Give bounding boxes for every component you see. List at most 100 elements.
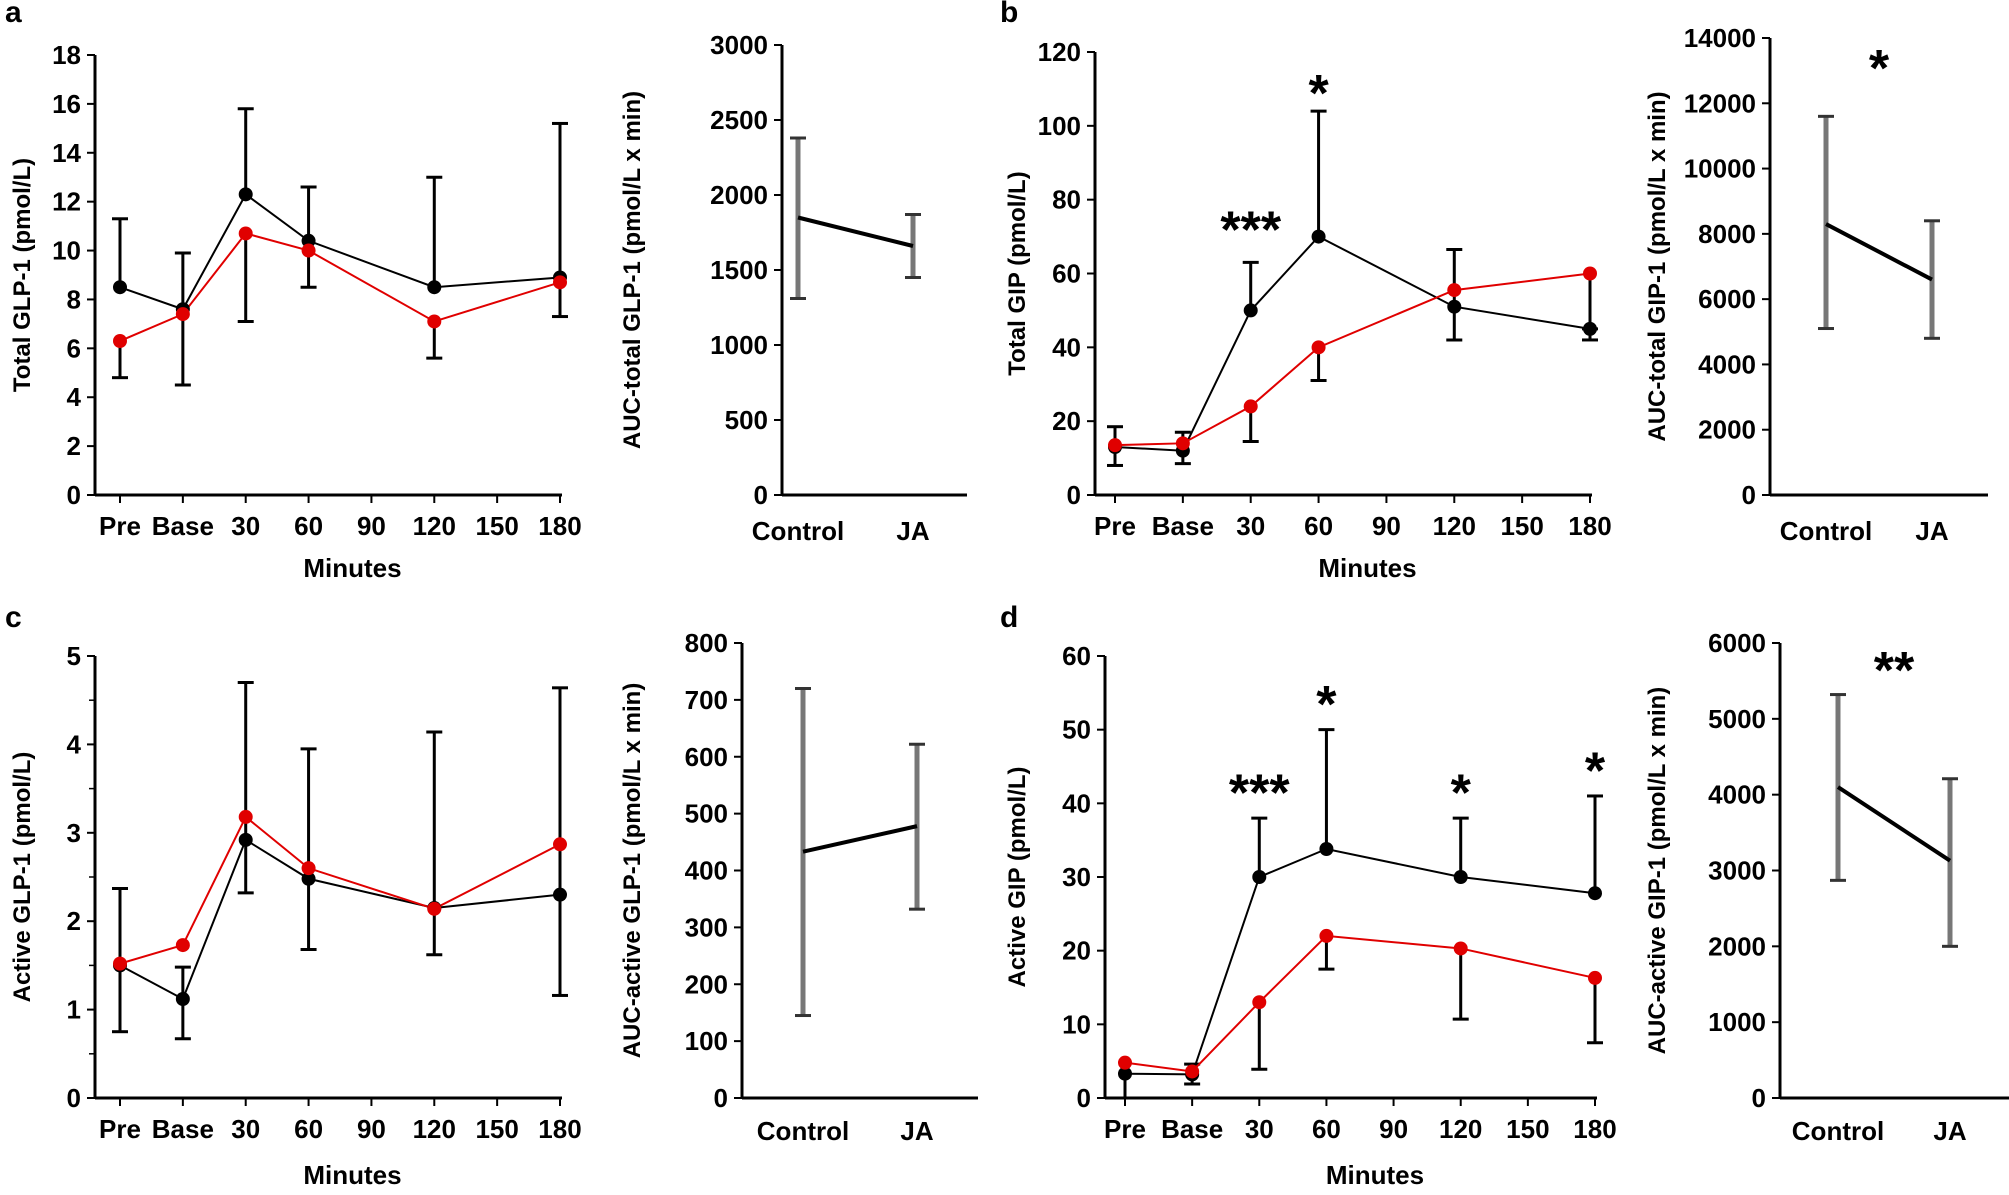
y-axis-title: AUC-active GIP-1 (pmol/L x min) [1644, 687, 1671, 1055]
y-tick-label: 0 [67, 480, 81, 510]
subplot-c-auc: 0 100 200 300 400 500 600 700 800 AUC-active GLP-… [619, 628, 978, 1146]
y-tick-label: 2 [67, 431, 81, 461]
x-tick-label: 90 [357, 1114, 386, 1144]
x-tick-label: 120 [1439, 1114, 1482, 1144]
y-tick-label: 12 [52, 187, 81, 217]
data-point-ja [175, 307, 190, 322]
x-tick-label: Pre [99, 511, 141, 541]
y-tick-label: 14000 [1684, 23, 1756, 53]
x-tick-label: Base [1161, 1114, 1223, 1144]
data-point-ja [1243, 399, 1258, 414]
x-tick-label: Base [152, 1114, 214, 1144]
x-tick-label: 90 [1372, 511, 1401, 541]
x-tick-label: Pre [1094, 511, 1136, 541]
x-tick-label: 180 [538, 511, 581, 541]
significance-marker: * [1869, 40, 1890, 98]
panel-letter: c [5, 601, 22, 634]
x-category-label: Control [1792, 1116, 1884, 1146]
y-tick-label: 60 [1062, 641, 1091, 671]
significance-marker: * [1308, 65, 1329, 123]
y-tick-label: 3 [67, 818, 81, 848]
y-tick-label: 2500 [710, 105, 768, 135]
y-tick-label: 6000 [1698, 284, 1756, 314]
y-tick-label: 10 [52, 236, 81, 266]
data-point-control [113, 280, 127, 295]
y-tick-label: 20 [1052, 406, 1081, 436]
y-tick-label: 0 [1067, 480, 1081, 510]
series-control [112, 681, 568, 1041]
data-point-ja [1311, 340, 1326, 355]
y-tick-label: 30 [1062, 862, 1091, 892]
y-tick-label: 2000 [1708, 931, 1766, 961]
x-category-label: JA [896, 516, 929, 546]
x-tick-label: 120 [413, 1114, 456, 1144]
auc-mean-line [1836, 785, 1952, 863]
x-category-label: JA [1933, 1116, 1966, 1146]
data-point-ja [427, 314, 442, 329]
significance-marker: ** [1874, 642, 1915, 700]
subplot-d-time: d 0 10 20 30 40 50 60 Active GIP (pmol/L) Pre Base… [1000, 601, 1617, 1190]
y-tick-label: 100 [1038, 111, 1081, 141]
y-tick-label: 8 [67, 284, 81, 314]
y-tick-label: 500 [725, 405, 768, 435]
x-tick-label: Pre [1104, 1114, 1146, 1144]
data-point-ja [1118, 1055, 1132, 1070]
auc-mean-line [802, 824, 918, 854]
x-tick-label: 30 [1236, 511, 1265, 541]
data-point-ja [553, 275, 567, 290]
y-tick-label: 0 [1742, 480, 1756, 510]
x-tick-label: 30 [1245, 1114, 1274, 1144]
x-category-label: Control [1780, 516, 1872, 546]
subplot-a-auc: 0 500 1000 1500 2000 2500 3000 AUC-total GLP-1 … [619, 30, 967, 546]
data-point-control [238, 832, 253, 847]
x-axis-title: Minutes [1326, 1160, 1424, 1190]
y-axis-title: AUC-active GLP-1 (pmol/L x min) [619, 683, 646, 1059]
y-tick-label: 1500 [710, 255, 768, 285]
x-category-label: Control [757, 1116, 849, 1146]
x-category-label: JA [1915, 516, 1948, 546]
data-point-control [1583, 321, 1597, 336]
series-line-control [119, 838, 561, 1001]
x-tick-label: 120 [413, 511, 456, 541]
y-tick-label: 12000 [1684, 88, 1756, 118]
y-tick-label: 3000 [1708, 856, 1766, 886]
y-tick-label: 50 [1062, 715, 1091, 745]
x-tick-label: 60 [1304, 511, 1333, 541]
x-tick-label: 30 [231, 1114, 260, 1144]
data-point-control [553, 887, 567, 902]
x-axis-title: Minutes [303, 1160, 401, 1190]
x-axis-title: Minutes [1318, 553, 1416, 583]
y-axis-title: Total GIP (pmol/L) [1004, 171, 1031, 375]
y-tick-label: 1000 [1708, 1007, 1766, 1037]
data-point-ja [301, 243, 316, 258]
data-point-control [1311, 229, 1326, 244]
y-tick-label: 3000 [710, 30, 768, 60]
data-point-ja [238, 809, 253, 824]
x-tick-label: 150 [475, 511, 518, 541]
y-tick-label: 2000 [1698, 415, 1756, 445]
y-tick-label: 2 [67, 906, 81, 936]
data-point-ja [1185, 1064, 1200, 1079]
significance-marker: * [1451, 765, 1472, 823]
data-point-ja [1447, 283, 1462, 298]
data-point-ja [1583, 266, 1597, 281]
data-point-control [1118, 1066, 1132, 1081]
y-tick-label: 200 [685, 969, 728, 999]
y-axis-title: Total GLP-1 (pmol/L) [9, 158, 36, 392]
y-tick-label: 20 [1062, 936, 1091, 966]
x-tick-label: 120 [1433, 511, 1476, 541]
y-tick-label: 500 [685, 799, 728, 829]
y-axis-title: Active GIP (pmol/L) [1004, 767, 1031, 988]
panel-letter: a [5, 0, 22, 29]
data-point-control [1243, 303, 1258, 318]
y-tick-label: 120 [1038, 37, 1081, 67]
x-tick-label: 180 [538, 1114, 581, 1144]
x-tick-label: 30 [231, 511, 260, 541]
y-tick-label: 4000 [1698, 349, 1756, 379]
panel-letter: d [1000, 601, 1018, 634]
data-point-ja [175, 938, 190, 953]
series-line-ja [119, 815, 561, 965]
y-axis-title: Active GLP-1 (pmol/L) [9, 752, 36, 1003]
significance-marker: *** [1229, 765, 1290, 823]
